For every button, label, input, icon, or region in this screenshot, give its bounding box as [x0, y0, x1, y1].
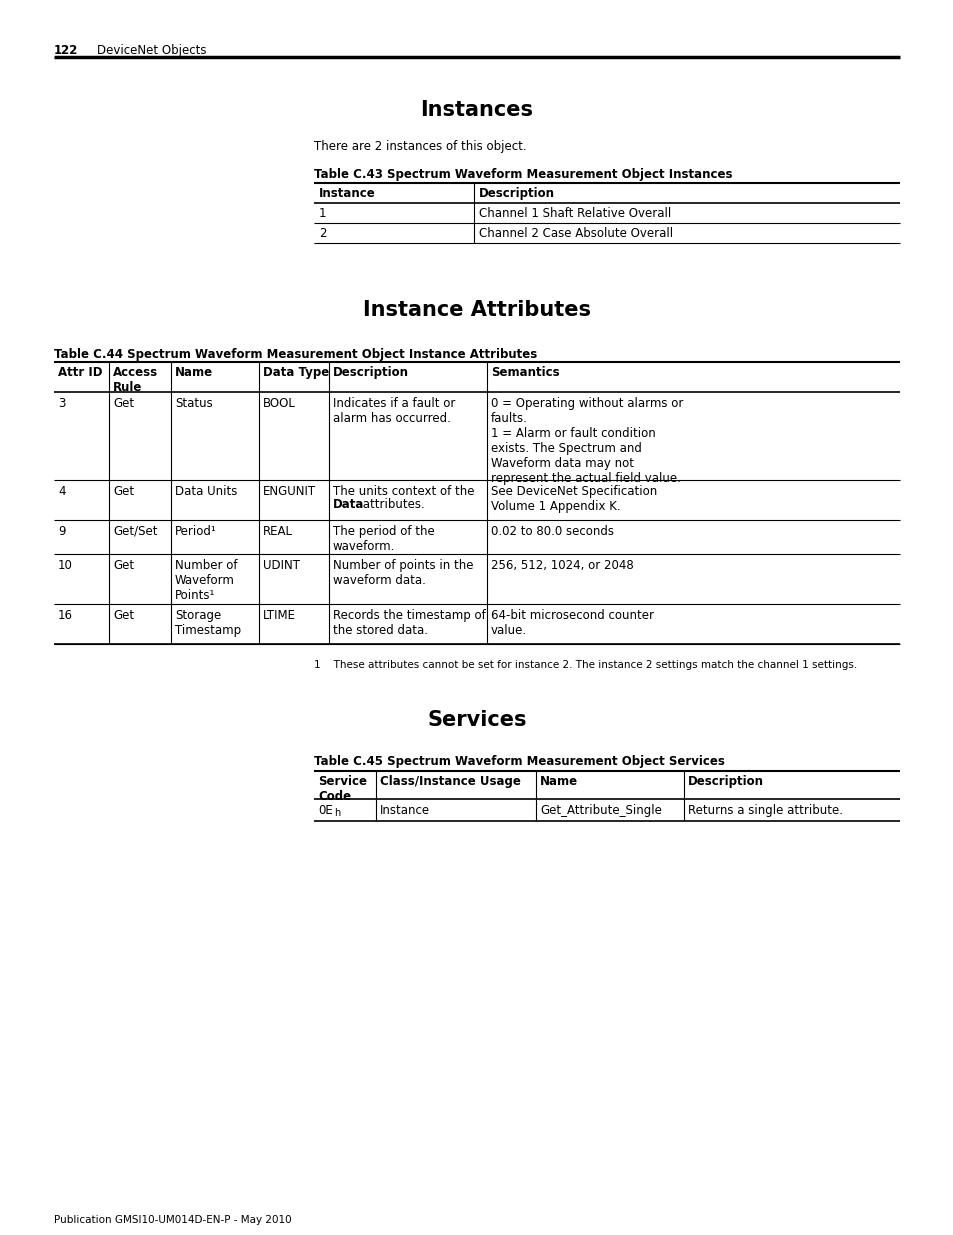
Text: Table C.43 Spectrum Waveform Measurement Object Instances: Table C.43 Spectrum Waveform Measurement…: [314, 168, 732, 182]
Text: Indicates if a fault or
alarm has occurred.: Indicates if a fault or alarm has occurr…: [333, 396, 455, 425]
Text: Get: Get: [112, 609, 134, 622]
Text: Description: Description: [478, 186, 555, 200]
Text: Instance Attributes: Instance Attributes: [363, 300, 590, 320]
Text: See DeviceNet Specification
Volume 1 Appendix K.: See DeviceNet Specification Volume 1 App…: [491, 485, 657, 513]
Text: Get: Get: [112, 559, 134, 572]
Text: Get: Get: [112, 485, 134, 498]
Text: Name: Name: [174, 366, 213, 379]
Text: Semantics: Semantics: [491, 366, 559, 379]
Text: 1: 1: [318, 207, 326, 220]
Text: 256, 512, 1024, or 2048: 256, 512, 1024, or 2048: [491, 559, 633, 572]
Text: 0 = Operating without alarms or
faults.
1 = Alarm or fault condition
exists. The: 0 = Operating without alarms or faults. …: [491, 396, 682, 485]
Text: Attr ID: Attr ID: [58, 366, 102, 379]
Text: LTIME: LTIME: [263, 609, 295, 622]
Text: REAL: REAL: [263, 525, 293, 538]
Text: Name: Name: [539, 776, 578, 788]
Text: Data Type: Data Type: [263, 366, 329, 379]
Text: The units context of the: The units context of the: [333, 485, 474, 498]
Text: Records the timestamp of
the stored data.: Records the timestamp of the stored data…: [333, 609, 485, 637]
Text: Number of points in the
waveform data.: Number of points in the waveform data.: [333, 559, 473, 587]
Text: Get/Set: Get/Set: [112, 525, 157, 538]
Text: Services: Services: [427, 710, 526, 730]
Text: 2: 2: [318, 227, 326, 240]
Text: Service
Code: Service Code: [317, 776, 367, 803]
Text: attributes.: attributes.: [358, 498, 424, 511]
Text: 1    These attributes cannot be set for instance 2. The instance 2 settings matc: 1 These attributes cannot be set for ins…: [314, 659, 857, 671]
Text: 16: 16: [58, 609, 73, 622]
Text: Description: Description: [687, 776, 763, 788]
Text: DeviceNet Objects: DeviceNet Objects: [97, 44, 206, 57]
Text: Instance: Instance: [379, 804, 430, 818]
Text: Table C.45 Spectrum Waveform Measurement Object Services: Table C.45 Spectrum Waveform Measurement…: [314, 755, 724, 768]
Text: Access
Rule: Access Rule: [112, 366, 158, 394]
Text: 122: 122: [54, 44, 78, 57]
Text: Status: Status: [174, 396, 213, 410]
Text: 4: 4: [58, 485, 66, 498]
Text: ENGUNIT: ENGUNIT: [263, 485, 315, 498]
Text: 0.02 to 80.0 seconds: 0.02 to 80.0 seconds: [491, 525, 614, 538]
Text: Get_Attribute_Single: Get_Attribute_Single: [539, 804, 661, 818]
Text: Storage
Timestamp: Storage Timestamp: [174, 609, 241, 637]
Text: UDINT: UDINT: [263, 559, 299, 572]
Text: Class/Instance Usage: Class/Instance Usage: [379, 776, 520, 788]
Text: Channel 2 Case Absolute Overall: Channel 2 Case Absolute Overall: [478, 227, 673, 240]
Text: 0E: 0E: [317, 804, 333, 818]
Text: Get: Get: [112, 396, 134, 410]
Text: Data Units: Data Units: [174, 485, 237, 498]
Text: Description: Description: [333, 366, 409, 379]
Text: h: h: [334, 808, 340, 818]
Text: Publication GMSI10-UM014D-EN-P - May 2010: Publication GMSI10-UM014D-EN-P - May 201…: [54, 1215, 292, 1225]
Text: 9: 9: [58, 525, 66, 538]
Text: 64-bit microsecond counter
value.: 64-bit microsecond counter value.: [491, 609, 654, 637]
Text: Data: Data: [333, 498, 364, 511]
Text: BOOL: BOOL: [263, 396, 295, 410]
Text: 3: 3: [58, 396, 66, 410]
Text: Returns a single attribute.: Returns a single attribute.: [687, 804, 842, 818]
Text: Period¹: Period¹: [174, 525, 216, 538]
Text: The period of the
waveform.: The period of the waveform.: [333, 525, 435, 553]
Text: Channel 1 Shaft Relative Overall: Channel 1 Shaft Relative Overall: [478, 207, 671, 220]
Text: Number of
Waveform
Points¹: Number of Waveform Points¹: [174, 559, 237, 601]
Text: Table C.44 Spectrum Waveform Measurement Object Instance Attributes: Table C.44 Spectrum Waveform Measurement…: [54, 348, 537, 361]
Text: Instances: Instances: [420, 100, 533, 120]
Text: 10: 10: [58, 559, 72, 572]
Text: Instance: Instance: [318, 186, 375, 200]
Text: There are 2 instances of this object.: There are 2 instances of this object.: [314, 140, 526, 153]
